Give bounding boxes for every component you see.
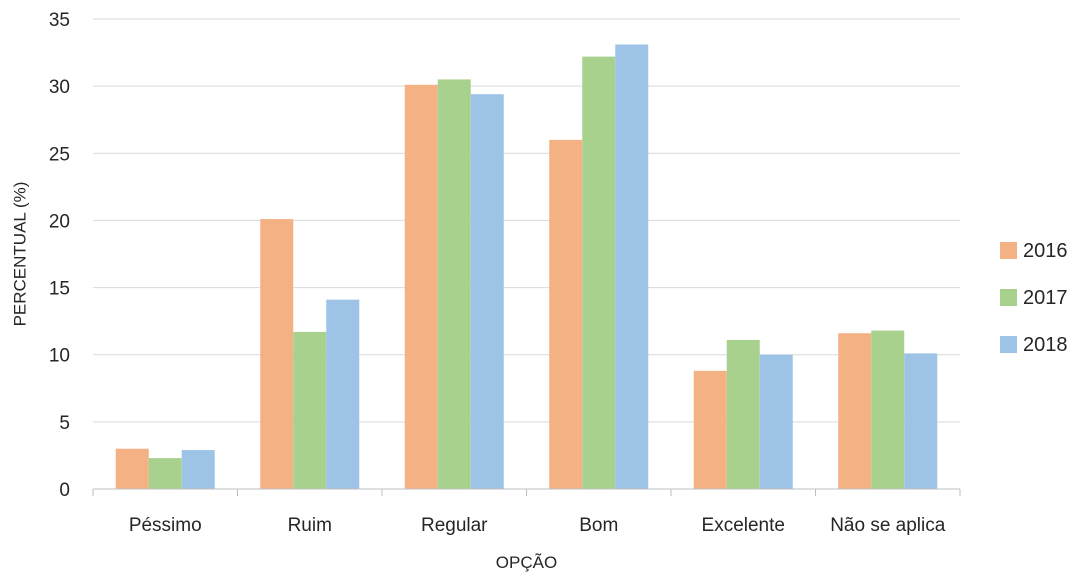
- bar-2016: [838, 333, 872, 489]
- x-axis-title: OPÇÃO: [496, 553, 557, 572]
- bar-2017: [148, 458, 182, 489]
- legend-label: 2017: [1023, 287, 1068, 309]
- y-tick-label: 10: [49, 346, 70, 367]
- legend-label: 2018: [1023, 334, 1068, 356]
- legend-swatch-2018: [1000, 336, 1017, 353]
- bar-2016: [115, 448, 149, 489]
- bar-2018: [470, 94, 504, 489]
- y-tick-label: 25: [49, 144, 70, 165]
- y-tick-label: 20: [49, 211, 70, 232]
- bar-2016: [260, 219, 294, 490]
- legend-label: 2016: [1023, 240, 1068, 262]
- y-tick-label: 15: [49, 279, 70, 300]
- x-tick-label: Regular: [421, 515, 488, 536]
- x-tick-label: Ruim: [288, 515, 332, 536]
- x-tick-label: Excelente: [702, 515, 785, 536]
- y-tick-labels: 0 5 10 15 20 25 30 35: [49, 10, 70, 501]
- bars: [115, 44, 938, 490]
- gridlines: [93, 18, 960, 423]
- bar-2017: [582, 56, 616, 489]
- bar-2017: [726, 339, 760, 489]
- bar-2018: [759, 354, 793, 489]
- legend-swatch-2017: [1000, 289, 1017, 306]
- y-tick-label: 0: [59, 480, 70, 501]
- x-tick-label: Bom: [579, 515, 618, 536]
- bar-2018: [615, 44, 649, 490]
- bar-2018: [181, 450, 215, 489]
- bar-2018: [904, 353, 938, 489]
- axes: [92, 488, 961, 496]
- bar-2017: [871, 330, 905, 489]
- y-axis-title: PERCENTUAL (%): [10, 182, 29, 327]
- bar-2017: [437, 79, 471, 489]
- bar-2016: [693, 370, 727, 489]
- x-tick-label: Péssimo: [129, 515, 202, 536]
- bar-2016: [549, 139, 583, 489]
- bar-2017: [293, 331, 327, 489]
- bar-2016: [404, 84, 438, 490]
- y-tick-label: 30: [49, 77, 70, 98]
- y-tick-label: 5: [59, 413, 70, 434]
- legend: 2016 2017 2018: [1000, 240, 1068, 356]
- y-tick-label: 35: [49, 10, 70, 31]
- x-tick-label: Não se aplica: [830, 515, 946, 536]
- legend-swatch-2016: [1000, 242, 1017, 259]
- x-tick-labels: Péssimo Ruim Regular Bom Excelente Não se apl…: [129, 515, 946, 536]
- bar-2018: [326, 299, 360, 489]
